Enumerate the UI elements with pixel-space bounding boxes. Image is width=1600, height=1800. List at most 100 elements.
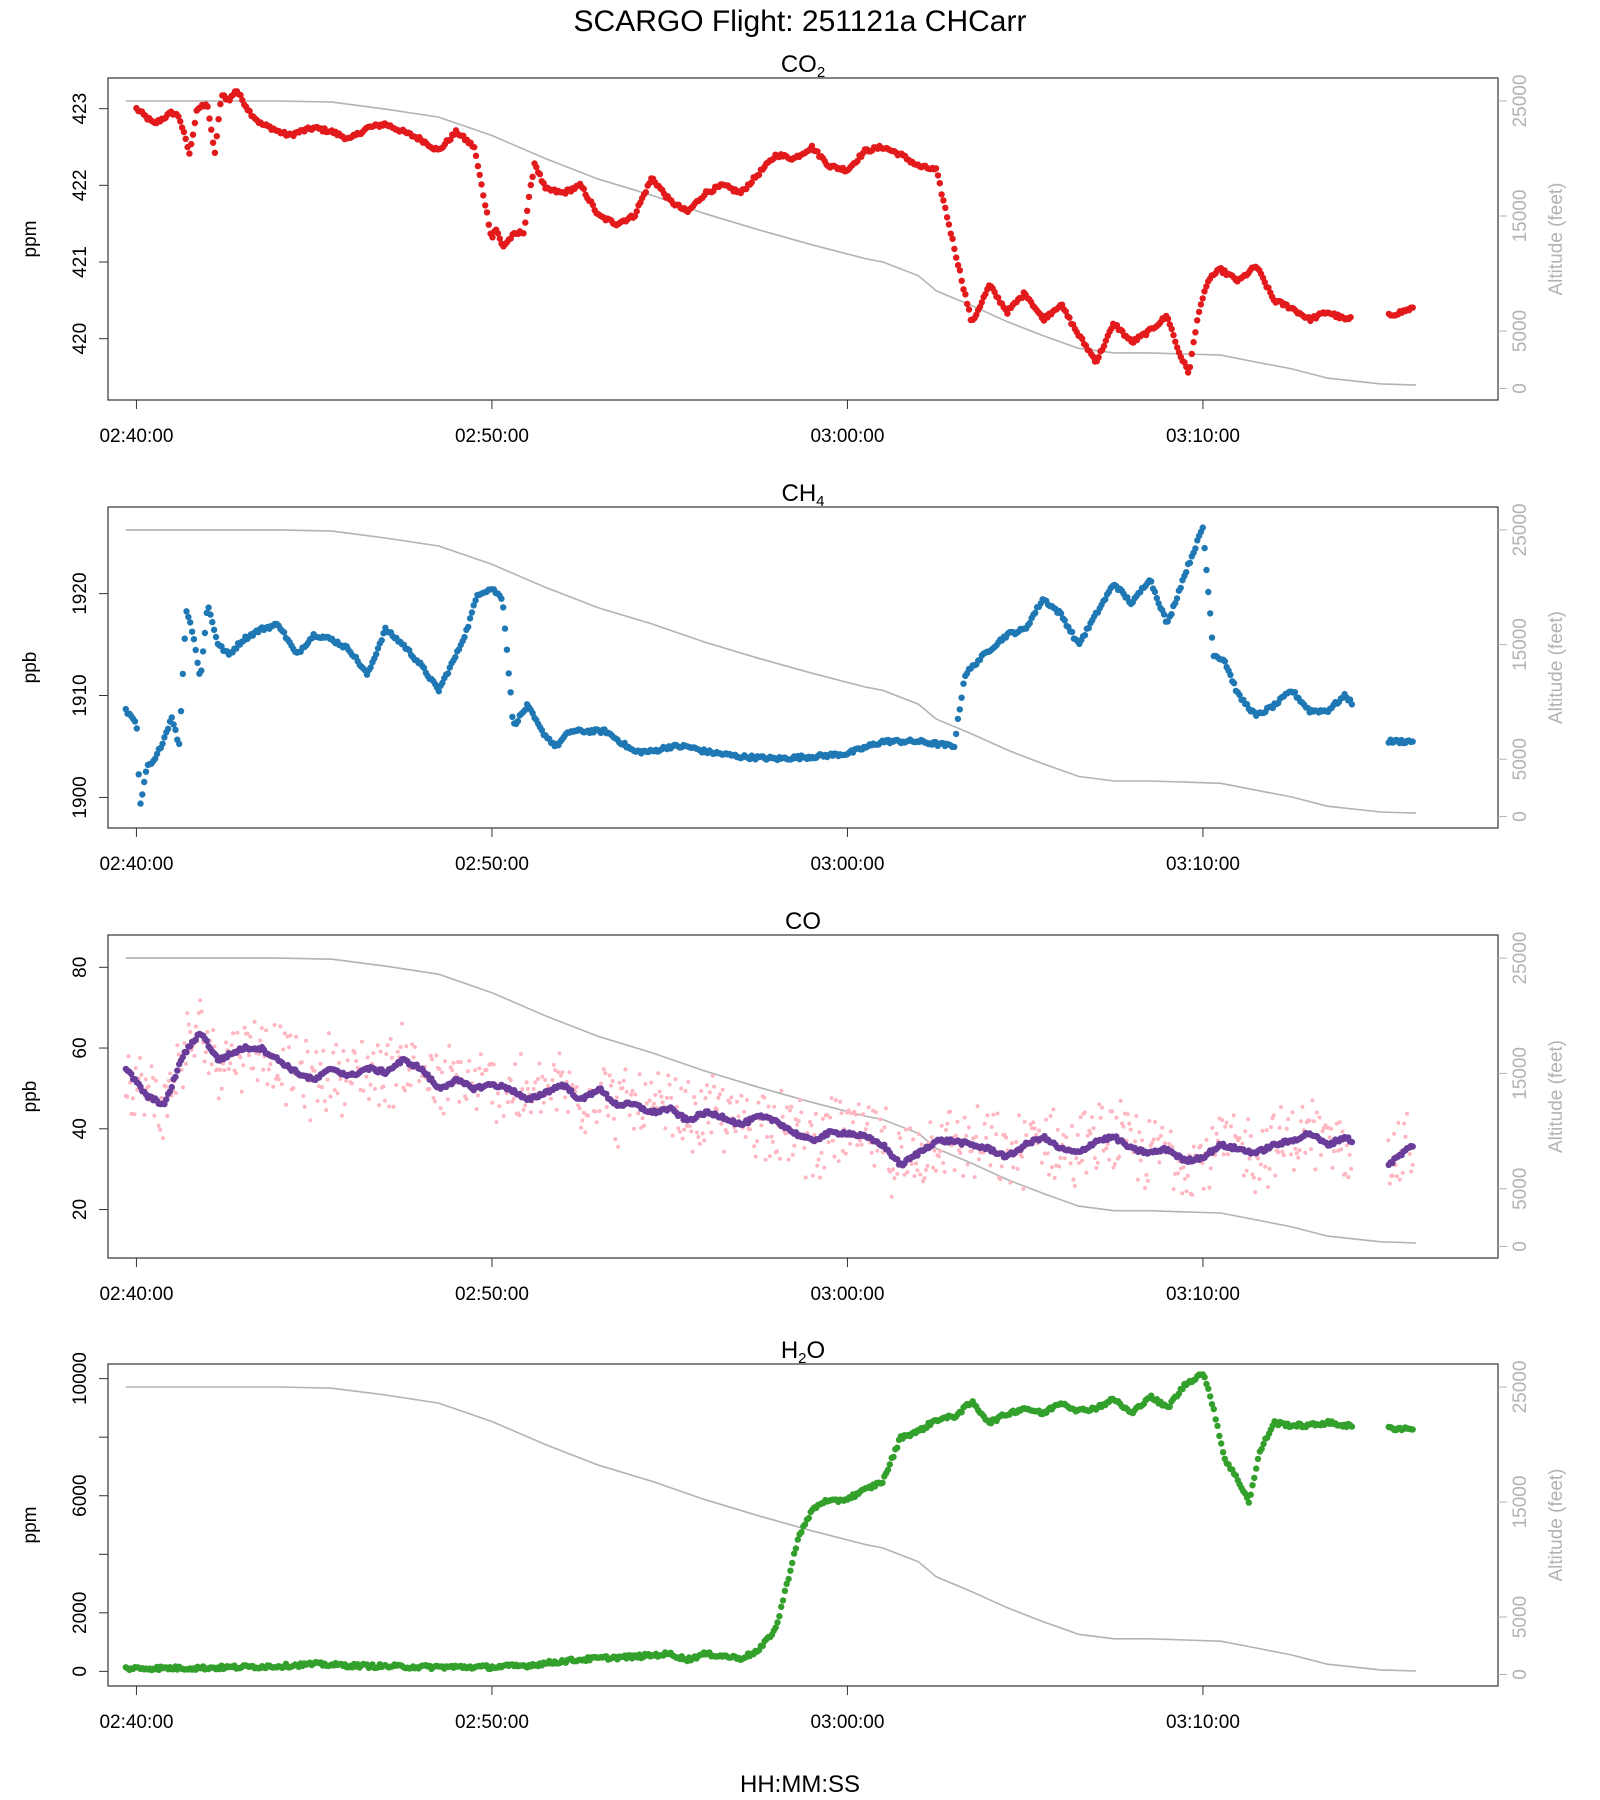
co-raw-point [1044, 1117, 1049, 1122]
co-raw-point [1311, 1119, 1316, 1124]
data-point [1177, 584, 1184, 592]
co-raw-point [1145, 1178, 1150, 1183]
data-point [1218, 1440, 1225, 1447]
data-point [953, 254, 960, 261]
co-raw-point [577, 1106, 582, 1111]
co-raw-point [925, 1163, 930, 1168]
co-raw-point [952, 1168, 957, 1173]
data-point [1409, 1143, 1416, 1150]
co-raw-point [496, 1091, 500, 1096]
panels: CO2420421422423ppm050001500025000Altitud… [20, 51, 1567, 1733]
co-raw-point [1128, 1127, 1133, 1132]
co-raw-point [1344, 1143, 1349, 1148]
co-raw-point [770, 1139, 775, 1144]
data-point [759, 1642, 766, 1650]
co-raw-point [869, 1150, 874, 1155]
co-raw-point [224, 1040, 228, 1045]
co-raw-point [636, 1111, 641, 1116]
data-point [965, 306, 973, 313]
co-raw-point [1266, 1185, 1271, 1190]
co-raw-point [767, 1154, 772, 1159]
co-raw-point [1143, 1185, 1147, 1190]
data-point [183, 1049, 190, 1056]
co-raw-point [975, 1104, 980, 1109]
data-point [1258, 1445, 1265, 1453]
data-point [789, 1559, 796, 1567]
co-raw-point [337, 1061, 342, 1065]
co-raw-point [875, 1148, 880, 1153]
co-raw-point [1151, 1137, 1156, 1142]
co-raw-point [352, 1050, 357, 1055]
data-point [420, 664, 428, 672]
co-raw-point [1263, 1164, 1268, 1169]
panel-co: CO 20 40 60 80 ppb 0 5000 15000 25000 Altitude (fe… [20, 908, 1567, 1305]
x-tick-label: 03:00:00 [810, 1284, 884, 1305]
co-raw-point [939, 1123, 944, 1128]
data-point [177, 118, 184, 125]
co-raw-point [576, 1103, 581, 1108]
co-raw-point [581, 1110, 586, 1115]
co-raw-point [400, 1021, 405, 1026]
co-raw-point [1243, 1129, 1248, 1134]
co-raw-point [896, 1131, 901, 1136]
co-raw-point [642, 1123, 646, 1128]
co-raw-point [261, 1067, 266, 1072]
co-raw-point [473, 1068, 478, 1073]
co-raw-point [431, 1096, 436, 1100]
co-raw-point [417, 1079, 422, 1083]
plot-frame [107, 506, 1499, 829]
co-raw-point [972, 1175, 977, 1180]
co-raw-point [501, 1114, 506, 1119]
co-raw-point [1175, 1171, 1180, 1176]
data-point [174, 1067, 181, 1074]
co-raw-point [282, 1031, 287, 1036]
co-raw-point [335, 1091, 340, 1096]
panel-title-subscript: 2 [798, 1350, 806, 1367]
co-raw-point [146, 1084, 151, 1089]
co-raw-point [1004, 1135, 1009, 1140]
data-point [1062, 308, 1070, 315]
co-raw-point [226, 1067, 231, 1072]
data-point [1203, 566, 1210, 574]
co-raw-point [1031, 1120, 1036, 1125]
data-point [1197, 301, 1205, 308]
co-raw-point [318, 1061, 323, 1066]
data-point [135, 771, 142, 778]
co-raw-point [984, 1135, 989, 1140]
data-point [1409, 1426, 1416, 1433]
co-raw-point [1334, 1121, 1339, 1126]
co-raw-point [328, 1094, 333, 1099]
co-raw-point [948, 1109, 953, 1114]
co-raw-point [702, 1138, 707, 1143]
co-raw-point [548, 1096, 553, 1101]
co-raw-point [873, 1110, 878, 1115]
data-point [1201, 544, 1208, 552]
co-raw-point [1074, 1156, 1079, 1161]
co-raw-point [1223, 1124, 1228, 1129]
co-raw-point [1121, 1124, 1126, 1129]
co-raw-point [513, 1062, 518, 1067]
data-point [1166, 1403, 1173, 1410]
co-raw-point [1410, 1162, 1415, 1167]
data-point [164, 725, 172, 732]
co-raw-point [1241, 1173, 1246, 1178]
co-raw-point [995, 1111, 1000, 1116]
co-raw-point [342, 1102, 347, 1107]
co-raw-point [1150, 1140, 1155, 1145]
data-point [1004, 310, 1011, 317]
co-raw-point [341, 1049, 346, 1053]
co-raw-point [620, 1086, 625, 1090]
data-point [1201, 288, 1208, 295]
data-point [536, 171, 544, 178]
co-raw-point [228, 1061, 233, 1066]
co-raw-point [1208, 1166, 1213, 1171]
co-raw-point [909, 1161, 914, 1166]
data-point [500, 604, 507, 611]
data-point [932, 165, 940, 172]
co-raw-point [239, 1089, 244, 1094]
data-point [1095, 354, 1102, 361]
data-point [367, 664, 374, 671]
data-point [1230, 680, 1238, 687]
co-raw-point [491, 1062, 496, 1067]
